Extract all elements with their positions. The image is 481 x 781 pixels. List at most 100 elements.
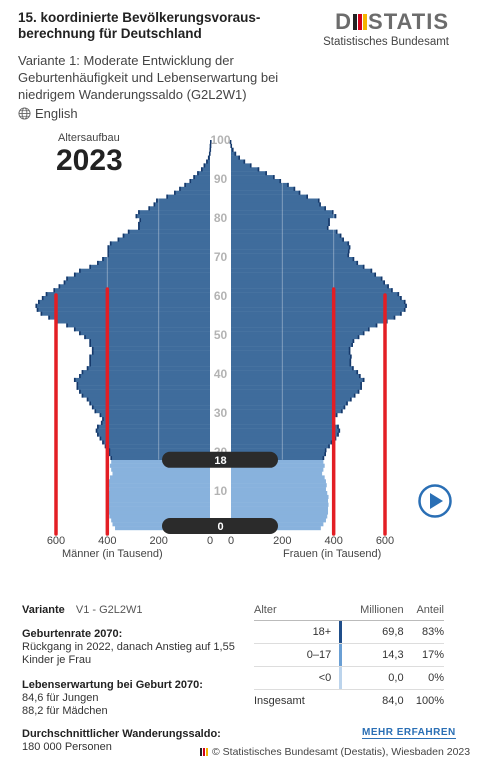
x-tick-labels: 600 400 200 0 0 200 400 600 bbox=[47, 535, 394, 547]
bar-women-edge-71 bbox=[347, 249, 350, 254]
bar-men-edge-51 bbox=[73, 327, 76, 332]
age-marker-label-18: 18 bbox=[214, 455, 226, 467]
bar-women-age-44 bbox=[231, 354, 352, 359]
bar-men-age-93 bbox=[203, 163, 210, 168]
bar-women-age-46 bbox=[231, 346, 351, 351]
bar-women-edge-62 bbox=[387, 284, 389, 289]
bar-men-age-44 bbox=[89, 354, 210, 359]
bar-women-age-73 bbox=[231, 241, 350, 246]
bar-men-age-4 bbox=[108, 510, 210, 515]
bar-men-edge-20 bbox=[108, 448, 111, 453]
bar-women-age-67 bbox=[231, 264, 365, 269]
bar-women-edge-20 bbox=[324, 448, 327, 453]
bar-men-age-87 bbox=[179, 186, 210, 191]
bar-men-edge-18 bbox=[110, 455, 113, 460]
bar-men-age-15 bbox=[111, 467, 210, 472]
bar-men-age-27 bbox=[100, 420, 210, 425]
life-expectancy-girls: 88,2 für Mädchen bbox=[22, 705, 108, 717]
age-tick-80: 80 bbox=[214, 211, 228, 225]
language-switch[interactable]: English bbox=[18, 106, 78, 121]
birth-rate-line-1: Rückgang in 2022, danach Anstieg auf 1,5… bbox=[22, 641, 235, 653]
bar-men-age-50 bbox=[79, 331, 210, 336]
bar-men-edge-90 bbox=[193, 175, 195, 180]
bar-men-edge-48 bbox=[89, 338, 91, 343]
migration-label: Durchschnittlicher Wanderungssaldo: bbox=[22, 728, 221, 740]
bar-women-edge-32 bbox=[346, 401, 348, 406]
bar-women-age-47 bbox=[231, 342, 353, 347]
bar-women-edge-59 bbox=[400, 296, 402, 301]
table-row: 18+ 69,8 83% bbox=[254, 620, 444, 644]
bar-men-age-37 bbox=[76, 381, 211, 386]
page-title: 15. koordinierte Bevölkerungsvoraus-bere… bbox=[18, 10, 261, 41]
bar-men-age-67 bbox=[89, 264, 210, 269]
bar-men-age-46 bbox=[91, 346, 210, 351]
bar-women-age-3 bbox=[231, 514, 328, 519]
learn-more-link[interactable]: MEHR ERFAHREN bbox=[362, 727, 456, 739]
bar-men-age-47 bbox=[89, 342, 210, 347]
bar-women-age-79 bbox=[231, 218, 330, 223]
bar-men-edge-97 bbox=[209, 147, 212, 152]
bar-women-age-64 bbox=[231, 276, 383, 281]
bar-men-age-24 bbox=[97, 432, 210, 437]
bar-men-edge-95 bbox=[207, 155, 210, 160]
bar-men-age-53 bbox=[56, 319, 210, 324]
bar-women-edge-72 bbox=[348, 245, 351, 250]
bar-women-edge-50 bbox=[362, 331, 365, 336]
play-button[interactable] bbox=[418, 484, 452, 518]
row-share: 83% bbox=[403, 620, 444, 644]
logo-bars-icon bbox=[353, 14, 368, 30]
bar-men-age-58 bbox=[38, 299, 211, 304]
bar-men-age-63 bbox=[63, 280, 211, 285]
bar-men-age-25 bbox=[95, 428, 210, 433]
bar-men-age-77 bbox=[138, 225, 210, 230]
bar-women-age-28 bbox=[231, 416, 334, 421]
bar-women-edge-93 bbox=[249, 163, 252, 168]
logo-word-statis: STATIS bbox=[368, 9, 449, 34]
variant-label: Variante bbox=[22, 604, 65, 616]
bar-men-age-81 bbox=[138, 210, 210, 215]
language-link[interactable]: English bbox=[35, 106, 78, 121]
bar-men-edge-28 bbox=[102, 416, 104, 421]
age-tick-40: 40 bbox=[214, 367, 228, 381]
bar-men-edge-56 bbox=[36, 307, 39, 312]
bar-men-age-55 bbox=[40, 311, 210, 316]
bar-men-age-45 bbox=[91, 350, 210, 355]
center-band bbox=[210, 136, 231, 532]
bar-women-edge-36 bbox=[360, 385, 362, 390]
chart-year: 2023 bbox=[56, 144, 123, 177]
bar-men-edge-87 bbox=[179, 186, 181, 191]
bar-men-age-2 bbox=[111, 518, 210, 523]
bar-men-edge-69 bbox=[102, 257, 104, 262]
bar-women-age-36 bbox=[231, 385, 362, 390]
bar-women-edge-45 bbox=[348, 350, 351, 355]
bar-men-edge-29 bbox=[99, 413, 102, 418]
table-row: 0–17 14,3 17% bbox=[254, 643, 444, 667]
pyramid-bars bbox=[35, 140, 407, 531]
bar-men-age-29 bbox=[99, 413, 210, 418]
bar-women-edge-85 bbox=[306, 194, 308, 199]
bar-men-edge-21 bbox=[104, 444, 107, 449]
bar-men-edge-96 bbox=[208, 151, 211, 156]
destatis-mini-logo-icon bbox=[200, 748, 208, 756]
bar-women-age-2 bbox=[231, 518, 326, 523]
bar-women-edge-46 bbox=[348, 346, 351, 351]
bar-women-age-5 bbox=[231, 506, 329, 511]
bar-men-edge-40 bbox=[81, 370, 84, 375]
bar-women-edge-95 bbox=[238, 155, 240, 160]
bar-women-age-38 bbox=[231, 377, 365, 382]
bar-men-age-20 bbox=[108, 448, 210, 453]
bar-men-edge-19 bbox=[108, 452, 111, 457]
bar-women-edge-89 bbox=[279, 179, 282, 184]
bar-women-age-20 bbox=[231, 448, 327, 453]
bar-men-age-7 bbox=[108, 498, 210, 503]
bar-men-edge-24 bbox=[97, 432, 99, 437]
bar-men-edge-78 bbox=[138, 221, 140, 226]
bar-men-edge-59 bbox=[41, 296, 44, 301]
bar-men-age-94 bbox=[206, 159, 210, 164]
bar-women-edge-31 bbox=[343, 405, 346, 410]
bar-men-edge-93 bbox=[203, 163, 206, 168]
bar-women-edge-56 bbox=[403, 307, 406, 312]
bar-women-edge-55 bbox=[400, 311, 402, 316]
bar-women-edge-61 bbox=[391, 288, 393, 293]
bar-women-age-85 bbox=[231, 194, 308, 199]
